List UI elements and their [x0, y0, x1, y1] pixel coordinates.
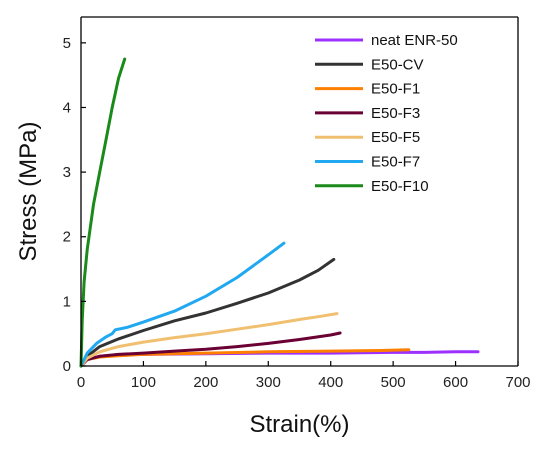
x-tick-label: 200	[193, 374, 218, 391]
legend-label: E50-CV	[371, 56, 424, 73]
y-tick-label: 2	[63, 229, 71, 246]
y-tick-label: 0	[63, 358, 71, 375]
y-tick-label: 4	[63, 99, 71, 116]
series-line-6	[79, 241, 286, 368]
legend-item-4: E50-F3	[315, 105, 420, 122]
y-tick-label: 5	[63, 35, 71, 52]
x-tick-label: 500	[381, 374, 406, 391]
y-tick-label: 3	[63, 164, 71, 181]
y-ticks: 0 1 2 3 4 5	[63, 35, 86, 375]
legend-label: E50-F10	[371, 178, 429, 195]
x-axis-title: Strain(%)	[249, 411, 349, 438]
series-line-7	[79, 57, 127, 368]
legend-label: E50-F5	[371, 129, 420, 146]
legend: neat ENR-50 E50-CV E50-F1 E50-F3 E50-F5 E50-F…	[315, 32, 458, 195]
series-line-5	[79, 312, 339, 368]
x-tick-label: 600	[443, 374, 468, 391]
series-line-3	[79, 348, 411, 368]
x-tick-label: 100	[131, 374, 156, 391]
x-ticks: 0 100 200 300 400 500 600 700	[77, 361, 531, 391]
legend-item-2: E50-CV	[315, 56, 424, 73]
y-axis-title: Stress (MPa)	[15, 121, 42, 261]
series-line-2	[79, 257, 336, 368]
x-tick-label: 300	[256, 374, 281, 391]
legend-item-7: E50-F10	[315, 178, 429, 195]
legend-item-3: E50-F1	[315, 81, 420, 98]
legend-item-5: E50-F5	[315, 129, 420, 146]
x-tick-label: 400	[318, 374, 343, 391]
x-tick-label: 700	[505, 374, 530, 391]
axes	[80, 16, 519, 367]
legend-label: neat ENR-50	[371, 32, 458, 49]
series-line-4	[79, 331, 342, 368]
legend-label: E50-F3	[371, 105, 420, 122]
y-tick-label: 1	[63, 293, 71, 310]
legend-label: E50-F7	[371, 154, 420, 171]
legend-item-6: E50-F7	[315, 154, 420, 171]
legend-label: E50-F1	[371, 81, 420, 98]
legend-item-1: neat ENR-50	[315, 32, 458, 49]
x-tick-label: 0	[77, 374, 85, 391]
